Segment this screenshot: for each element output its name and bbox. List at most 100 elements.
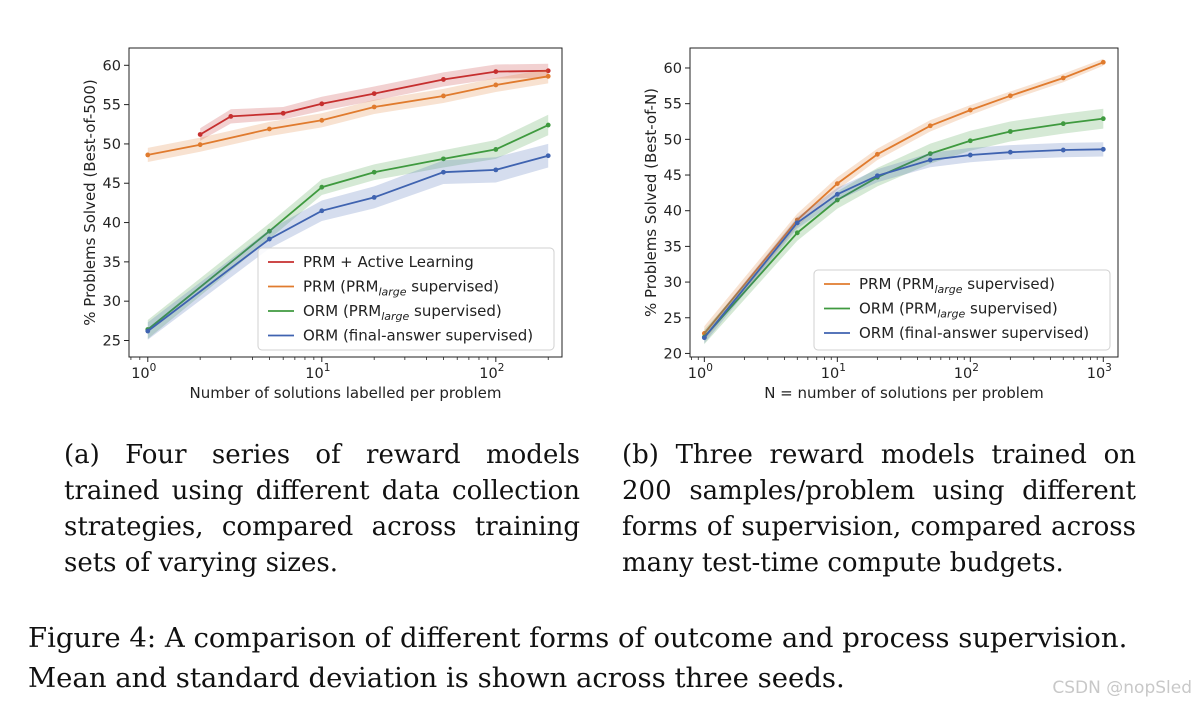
data-point [1007,93,1013,99]
data-point [493,147,499,152]
y-tick-label: 55 [103,98,121,114]
data-point [967,138,973,144]
chart-b: 20 25 30 35 40 45 50 55 60 100 101 102 103 N = number… [642,47,1119,402]
data-point [927,151,933,157]
data-point [371,194,377,200]
data-point [267,126,272,132]
legend: PRM (PRMlarge supervised) ORM (PRMlarge s… [813,269,1111,351]
y-tick-label: 40 [664,204,682,220]
data-point [794,220,800,226]
error-band [147,114,549,339]
x-tick-label: 102 [954,362,979,382]
data-point [834,181,840,186]
y-tick-label: 35 [103,255,121,271]
data-point [1100,116,1106,122]
data-point [371,104,377,110]
data-point [1060,75,1066,81]
figure-caption-line: Figure 4: A comparison of different form… [28,622,1128,654]
chart-a: 25 30 35 40 45 50 55 60 100 101 102 Number of solut… [81,47,563,402]
series-prm-prm-large-supervised- [145,69,551,162]
y-tick-label: 50 [103,137,121,153]
data-point [145,328,151,334]
data-point [319,117,325,123]
legend-label: PRM (PRMlarge supervised) [303,278,499,299]
y-tick-label: 30 [664,275,682,291]
y-tick-label: 25 [664,311,682,327]
data-point [197,132,203,137]
data-point [441,169,446,175]
y-tick-label: 40 [103,216,121,232]
legend-label: PRM + Active Learning [303,253,474,271]
plot-frame [128,47,563,358]
legend-label: ORM (final-answer supervised) [303,327,533,345]
data-point [493,69,499,74]
y-tick-label: 35 [664,239,682,255]
series-prm-active-learning [197,63,551,141]
y-tick-label: 25 [103,333,121,349]
x-axis-label: N = number of solutions per problem [764,384,1044,402]
data-point [441,77,446,82]
caption-b-line: (b) Three reward models trained on [622,440,1136,470]
error-band [704,108,1104,345]
caption-a-line: trained using different data collection [64,476,580,506]
y-axis-label: % Problems Solved (Best-of-N) [642,88,660,317]
caption-b: (b) Three reward models trained on 200 s… [622,437,1136,581]
y-tick-label: 45 [664,168,682,184]
caption-a-line: sets of varying sizes. [64,548,338,578]
x-tick-label: 100 [131,362,156,382]
y-axis-label: % Problems Solved (Best-of-500) [81,79,99,325]
data-point [371,91,377,97]
series-orm-final-answer-supervised- [701,142,1106,344]
legend-label: PRM (PRMlarge supervised) [859,275,1055,296]
error-band [147,143,549,340]
figure-caption: Figure 4: A comparison of different form… [28,618,1127,698]
caption-a: (a) Four series of reward models trained… [64,437,580,581]
data-point [441,93,446,99]
legend: PRM + Active Learning PRM (PRMlarge super… [257,247,555,351]
series-orm-final-answer-supervised- [145,143,551,340]
data-point [834,197,840,203]
error-band [147,69,549,162]
legend-box [813,269,1111,351]
data-point [967,107,973,113]
data-point [927,157,933,163]
data-point [145,152,151,158]
x-axis-label: Number of solutions labelled per problem [190,384,502,402]
series-orm-prm-large-supervised- [145,114,551,339]
data-point [1060,121,1066,127]
data-point [441,156,446,162]
x-tick-label: 100 [688,362,713,382]
data-point [701,335,707,341]
legend-label: ORM (PRMlarge supervised) [303,302,502,323]
series-line [199,69,549,136]
error-band [704,142,1104,344]
y-tick-label: 20 [664,346,682,362]
x-tick-label: 103 [1087,362,1112,382]
data-point [967,152,973,158]
data-point [545,68,551,74]
legend-box [257,247,555,351]
watermark: CSDN @nopSled [1052,678,1192,698]
x-tick-label: 101 [305,362,330,382]
data-point [834,191,840,197]
data-point [197,142,203,148]
data-point [1100,146,1106,152]
data-point [319,101,325,107]
y-tick-label: 60 [664,61,682,77]
data-point [280,110,286,116]
y-tick-label: 55 [664,97,682,113]
caption-a-line: strategies, compared across training [64,512,580,542]
caption-b-line: 200 samples/problem using different [622,476,1136,506]
data-point [545,122,551,128]
data-point [794,230,800,236]
figure-caption-line: Mean and standard deviation is shown acr… [28,662,845,694]
y-tick-label: 60 [103,58,121,74]
data-point [493,167,499,173]
caption-b-line: many test-time compute budgets. [622,548,1064,578]
data-point [874,173,880,179]
data-point [1007,129,1013,134]
y-tick-label: 50 [664,132,682,148]
data-point [1007,149,1013,155]
data-point [319,208,325,214]
